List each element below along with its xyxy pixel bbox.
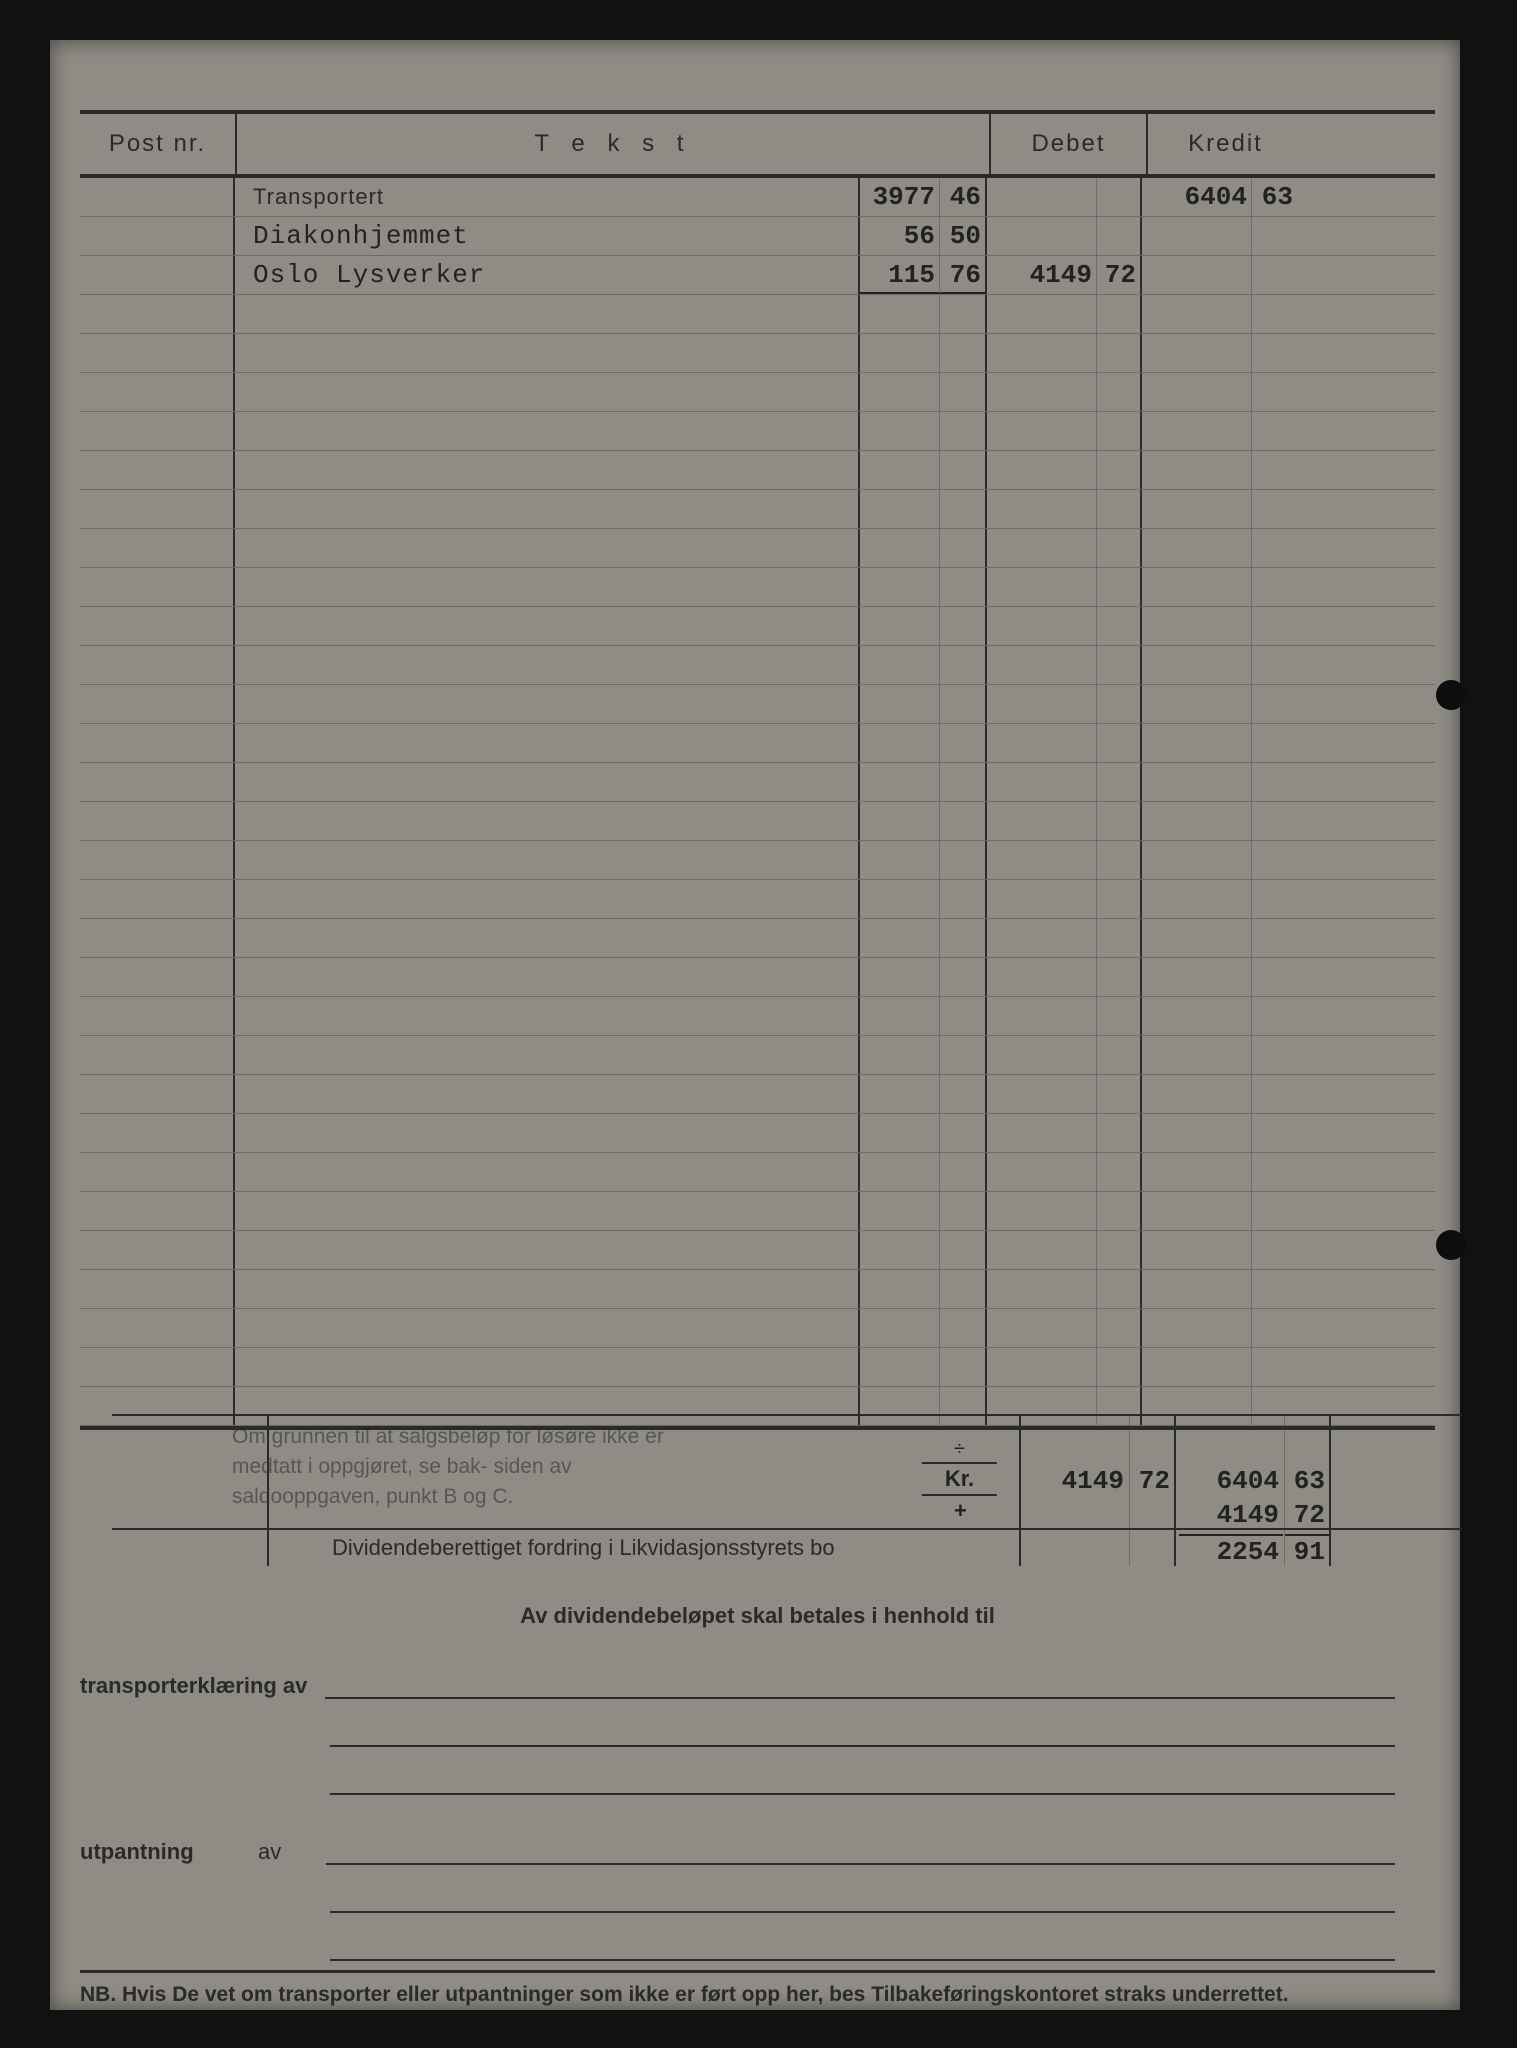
table-row — [80, 1075, 1435, 1114]
table-row — [80, 841, 1435, 880]
col-header-text: T e k s t — [237, 114, 991, 174]
nb-notice: NB. Hvis De vet om transporter eller utp… — [80, 1970, 1435, 2007]
hole-punch-icon — [1436, 680, 1466, 710]
table-row — [80, 1348, 1435, 1387]
ledger-table: Post nr. T e k s t Debet Kredit Transpor… — [80, 110, 1435, 1430]
table-row: Diakonhjemmet 56 50 — [80, 217, 1435, 256]
table-row — [80, 1114, 1435, 1153]
entry-amount-int: 115 — [860, 256, 940, 294]
col-header-post: Post nr. — [80, 114, 237, 174]
table-row — [80, 451, 1435, 490]
entry-label: Oslo Lysverker — [235, 256, 860, 294]
table-row — [80, 490, 1435, 529]
table-row — [80, 997, 1435, 1036]
kr-label: Kr. — [922, 1462, 997, 1496]
table-row — [80, 724, 1435, 763]
entry-kredit-cent: 63 — [1252, 178, 1297, 216]
table-header-row: Post nr. T e k s t Debet Kredit — [80, 114, 1435, 178]
col-header-kredit: Kredit — [1148, 114, 1303, 174]
blank-line — [330, 1931, 1395, 1961]
transporterklaering-label: transporterklæring av — [80, 1673, 307, 1699]
utpantning-label: utpantning — [80, 1839, 240, 1865]
blank-line — [325, 1669, 1395, 1699]
table-row — [80, 1036, 1435, 1075]
table-row — [80, 1270, 1435, 1309]
table-row — [80, 373, 1435, 412]
table-row: Oslo Lysverker 115 76 4149 72 — [80, 256, 1435, 295]
total-kredit2-cent: 72 — [1285, 1496, 1329, 1536]
note-text: Om grunnen til at salgsbeløp for løsøre … — [232, 1422, 672, 1512]
col-header-debet: Debet — [991, 114, 1148, 174]
div-symbol-bot: + — [954, 1498, 967, 1524]
table-row — [80, 607, 1435, 646]
total-debet-cent: 72 — [1130, 1462, 1174, 1500]
entry-label: Transportert — [235, 178, 860, 216]
table-row — [80, 1192, 1435, 1231]
table-row — [80, 295, 1435, 334]
total-kredit1-int: 6404 — [1179, 1462, 1283, 1500]
entry-kredit-int: 6404 — [1142, 178, 1252, 216]
table-row — [80, 1153, 1435, 1192]
entry-amount-cent: 46 — [940, 178, 987, 216]
entry-label: Diakonhjemmet — [235, 217, 860, 255]
footer-section: Av dividendebeløpet skal betales i henho… — [80, 1595, 1435, 1961]
entry-amount-cent: 76 — [940, 256, 987, 294]
table-row — [80, 334, 1435, 373]
result-cent: 91 — [1285, 1533, 1329, 1571]
table-row — [80, 529, 1435, 568]
total-kredit1-cent: 63 — [1285, 1462, 1329, 1500]
hole-punch-icon — [1436, 1230, 1466, 1260]
totals-section: Om grunnen til at salgsbeløp for løsøre … — [112, 1414, 1462, 1566]
entry-debet-int: 4149 — [987, 256, 1097, 294]
div-symbol-top: ÷ — [954, 1438, 965, 1461]
table-body: Transportert 3977 46 6404 63 Diakonhjemm… — [80, 178, 1435, 1426]
table-row — [80, 802, 1435, 841]
table-row — [80, 958, 1435, 997]
dividend-text: Dividendeberettiget fordring i Likvidasj… — [332, 1535, 835, 1561]
table-row — [80, 919, 1435, 958]
result-int: 2254 — [1179, 1533, 1283, 1571]
table-row — [80, 685, 1435, 724]
entry-amount-int: 3977 — [860, 178, 940, 216]
table-row — [80, 763, 1435, 802]
blank-line — [326, 1835, 1395, 1865]
entry-amount-cent: 50 — [940, 217, 987, 255]
table-row — [80, 646, 1435, 685]
total-debet-int: 4149 — [1024, 1462, 1128, 1500]
blank-line — [330, 1765, 1395, 1795]
av-label: av — [258, 1839, 308, 1865]
av-dividende-label: Av dividendebeløpet skal betales i henho… — [80, 1603, 1435, 1629]
table-row — [80, 880, 1435, 919]
entry-amount-int: 56 — [860, 217, 940, 255]
paper-sheet: Post nr. T e k s t Debet Kredit Transpor… — [50, 40, 1460, 2010]
table-row — [80, 1309, 1435, 1348]
table-row — [80, 568, 1435, 607]
entry-debet-cent: 72 — [1097, 256, 1142, 294]
total-kredit2-int: 4149 — [1179, 1496, 1283, 1536]
blank-line — [330, 1717, 1395, 1747]
table-row — [80, 1231, 1435, 1270]
table-row — [80, 412, 1435, 451]
blank-line — [330, 1883, 1395, 1913]
table-row: Transportert 3977 46 6404 63 — [80, 178, 1435, 217]
